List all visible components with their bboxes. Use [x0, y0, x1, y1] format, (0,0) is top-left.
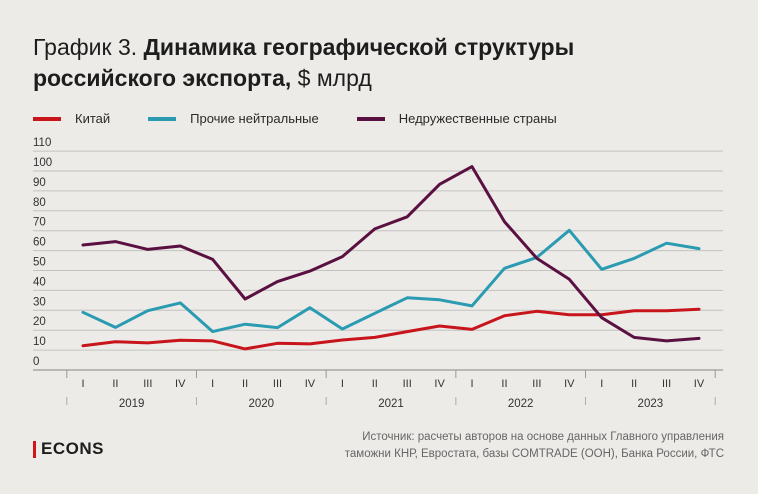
x-tick-label: II	[242, 378, 248, 390]
legend-item-neutral: Прочие нейтральные	[148, 111, 319, 126]
y-tick-label: 40	[33, 276, 46, 288]
series-line-0	[81, 307, 701, 351]
legend-swatch	[33, 116, 61, 121]
year-label: 2020	[249, 398, 275, 410]
series-line-2	[81, 165, 701, 343]
y-tick-label: 60	[33, 237, 46, 249]
year-label: 2022	[508, 398, 534, 410]
x-tick-label: II	[631, 378, 637, 390]
x-tick-label: III	[532, 378, 541, 390]
x-tick-label: II	[372, 378, 378, 390]
x-tick-label: IV	[434, 378, 445, 390]
x-tick-label: IV	[305, 378, 316, 390]
legend-label: Прочие нейтральные	[190, 111, 319, 126]
x-tick-label: II	[112, 378, 118, 390]
x-tick-label: I	[600, 378, 603, 390]
x-tick-label: II	[501, 378, 507, 390]
source-line: таможни КНР, Евростата, базы COMTRADE (О…	[344, 448, 724, 460]
x-tick-label: IV	[694, 378, 705, 390]
x-tick-label: III	[662, 378, 671, 390]
econs-logo: ECONS	[33, 439, 104, 459]
legend-swatch	[148, 116, 177, 121]
x-tick-label: III	[273, 378, 282, 390]
legend-swatch	[356, 116, 385, 121]
y-tick-label: 50	[33, 257, 46, 269]
source-note: Источник: расчеты авторов на основе данн…	[345, 429, 724, 463]
title-unit: $ млрд	[297, 65, 372, 91]
year-label: 2019	[119, 398, 145, 410]
legend-label: Недружественные страны	[398, 111, 557, 126]
y-tick-label: 100	[33, 157, 52, 169]
y-tick-label: 0	[33, 356, 39, 368]
x-tick-label: III	[403, 378, 412, 390]
title-main: Динамика географической структуры россий…	[33, 34, 575, 91]
x-tick-label: I	[81, 378, 84, 390]
series-line-1	[81, 228, 701, 334]
x-tick-label: I	[471, 378, 474, 390]
y-tick-label: 70	[33, 217, 46, 229]
legend: Китай Прочие нейтральные Недружественные…	[33, 111, 595, 126]
chart-title: График 3. Динамика географической структ…	[33, 32, 673, 94]
y-tick-label: 90	[33, 177, 46, 189]
x-tick-label: IV	[564, 378, 575, 390]
source-line: Источник: расчеты авторов на основе данн…	[362, 431, 724, 443]
legend-label: Китай	[75, 111, 111, 126]
y-tick-label: 80	[33, 197, 46, 209]
legend-item-unfriendly: Недружественные страны	[356, 111, 557, 126]
x-tick-label: III	[143, 378, 152, 390]
year-label: 2023	[638, 398, 664, 410]
year-label: 2021	[378, 398, 404, 410]
legend-item-china: Китай	[33, 111, 110, 126]
y-tick-label: 20	[33, 316, 46, 328]
x-tick-label: I	[341, 378, 344, 390]
y-tick-label: 110	[33, 137, 51, 149]
y-tick-label: 10	[33, 336, 46, 348]
x-tick-label: IV	[175, 378, 186, 390]
title-prefix: График 3.	[33, 34, 138, 60]
logo-text: ECONS	[41, 439, 104, 458]
x-tick-label: I	[211, 378, 214, 390]
y-tick-label: 30	[33, 296, 46, 308]
